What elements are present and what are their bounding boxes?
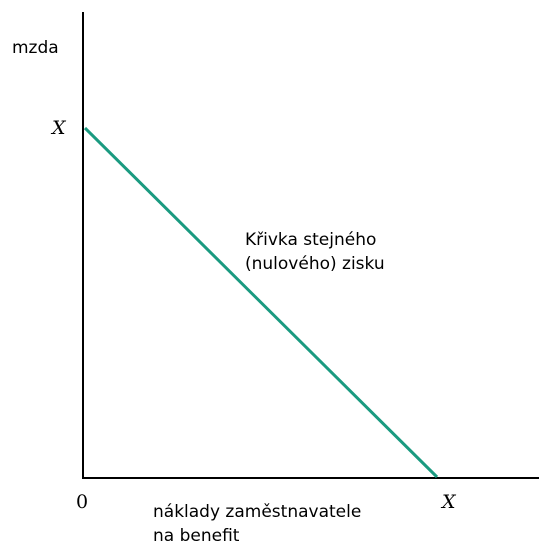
x-axis-label: na benefit [153, 526, 240, 542]
y-max-label: X [50, 117, 67, 139]
x-axis-label: náklady zaměstnavatele [153, 502, 361, 522]
y-axis-label: mzda [12, 38, 59, 58]
iso-profit-curve [83, 126, 439, 479]
x-max-label: X [440, 491, 457, 513]
origin-label: 0 [76, 491, 88, 513]
curve-label: (nulového) zisku [245, 254, 385, 274]
curve-label: Křivka stejného [245, 230, 376, 250]
